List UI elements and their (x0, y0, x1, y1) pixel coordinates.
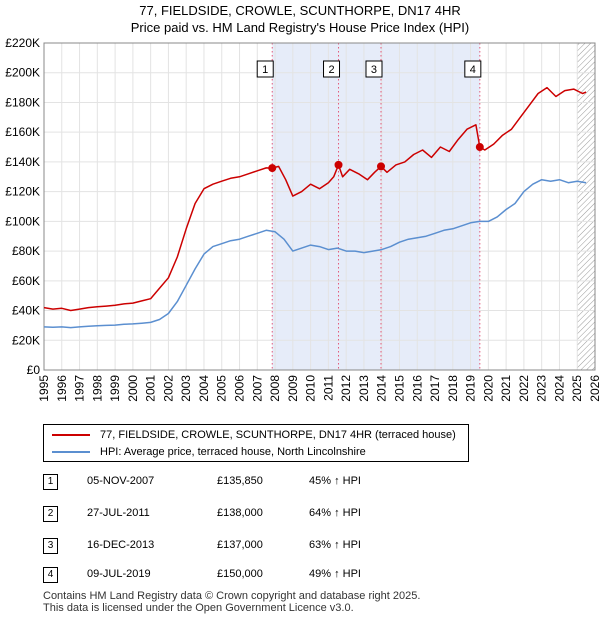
x-tick-label: 2009 (286, 375, 300, 402)
x-tick-label: 1999 (108, 375, 122, 402)
x-tick-label: 2018 (446, 375, 460, 402)
x-tick-label: 2012 (339, 375, 353, 402)
transaction-label: 3 (371, 64, 377, 76)
plot-frame (43, 42, 596, 371)
transaction-marker: 2 (43, 506, 58, 522)
transaction-price: £135,850 (217, 475, 263, 487)
transaction-label: 4 (470, 64, 476, 76)
legend-swatch-price (52, 434, 90, 436)
x-tick-label: 2002 (161, 375, 175, 402)
legend-label-hpi: HPI: Average price, terraced house, Nort… (100, 446, 366, 458)
transaction-date: 05-NOV-2007 (87, 475, 155, 487)
x-tick-label: 1995 (37, 375, 51, 402)
y-tick-label: £120K (5, 185, 40, 199)
x-tick-label: 2015 (392, 375, 406, 402)
chart-title: 77, FIELDSIDE, CROWLE, SCUNTHORPE, DN17 … (139, 3, 461, 18)
x-tick-label: 2005 (215, 375, 229, 402)
transaction-label-box (464, 60, 482, 78)
footer-copyright: Contains HM Land Registry data © Crown c… (43, 590, 421, 602)
transaction-label-box (365, 60, 383, 78)
x-tick-label: 2017 (428, 375, 442, 402)
ownership-shade (272, 43, 339, 370)
table-row: 1 05-NOV-2007 £135,850 45% ↑ HPI (43, 474, 463, 492)
x-tick-label: 2014 (375, 375, 389, 402)
y-tick-label: £160K (5, 125, 40, 139)
transaction-hpi-change: 49% ↑ HPI (309, 568, 361, 580)
sale-point (268, 164, 277, 173)
y-tick-label: £180K (5, 95, 40, 109)
transaction-label-box (256, 60, 274, 78)
transaction-hpi-change: 63% ↑ HPI (309, 539, 361, 551)
x-tick-label: 2024 (552, 375, 566, 402)
table-row: 4 09-JUL-2019 £150,000 49% ↑ HPI (43, 567, 463, 585)
transaction-price: £137,000 (217, 539, 263, 551)
x-tick-label: 2026 (588, 375, 600, 402)
x-tick-label: 2022 (517, 375, 531, 402)
transaction-date: 27-JUL-2011 (87, 507, 150, 519)
transaction-date: 16-DEC-2013 (87, 539, 155, 551)
x-tick-label: 2003 (179, 375, 193, 402)
sale-point (475, 143, 484, 152)
transaction-label: 1 (262, 64, 268, 76)
transaction-date: 09-JUL-2019 (87, 568, 151, 580)
ownership-shade (380, 43, 480, 370)
x-tick-label: 2020 (481, 375, 495, 402)
y-tick-label: £200K (5, 66, 40, 80)
transaction-marker: 1 (43, 474, 58, 490)
x-tick-label: 2008 (268, 375, 282, 402)
x-tick-label: 2004 (197, 375, 211, 402)
sale-point (334, 160, 343, 169)
chart-subtitle: Price paid vs. HM Land Registry's House … (130, 20, 470, 35)
x-tick-label: 2000 (126, 375, 140, 402)
footer-licence: This data is licensed under the Open Gov… (43, 602, 354, 614)
table-row: 3 16-DEC-2013 £137,000 63% ↑ HPI (43, 538, 463, 556)
hpi-line (43, 178, 587, 329)
y-tick-label: £20K (12, 333, 40, 347)
x-tick-label: 1996 (55, 375, 69, 402)
y-tick-label: £220K (5, 36, 40, 50)
x-tick-label: 1998 (90, 375, 104, 402)
x-tick-label: 2007 (250, 375, 264, 402)
x-tick-label: 1997 (73, 375, 87, 402)
x-tick-label: 2011 (321, 375, 335, 401)
legend: 77, FIELDSIDE, CROWLE, SCUNTHORPE, DN17 … (43, 424, 469, 462)
transaction-price: £138,000 (217, 507, 263, 519)
transaction-label-box (323, 60, 341, 78)
y-tick-label: £40K (12, 304, 40, 318)
transaction-hpi-change: 45% ↑ HPI (309, 475, 361, 487)
x-tick-label: 2019 (464, 375, 478, 402)
legend-swatch-hpi (52, 451, 90, 453)
legend-item-price: 77, FIELDSIDE, CROWLE, SCUNTHORPE, DN17 … (44, 427, 456, 443)
transaction-price: £150,000 (217, 568, 263, 580)
y-tick-label: £60K (12, 274, 40, 288)
x-tick-label: 2010 (304, 375, 318, 402)
x-tick-label: 2013 (357, 375, 371, 402)
ownership-shade (338, 43, 381, 370)
x-tick-label: 2023 (535, 375, 549, 402)
x-tick-label: 2001 (144, 375, 158, 402)
price-paid-line (43, 86, 587, 312)
table-row: 2 27-JUL-2011 £138,000 64% ↑ HPI (43, 506, 463, 524)
transaction-marker: 3 (43, 538, 58, 554)
legend-label-price: 77, FIELDSIDE, CROWLE, SCUNTHORPE, DN17 … (100, 429, 456, 441)
x-tick-label: 2016 (410, 375, 424, 402)
transaction-hpi-change: 64% ↑ HPI (309, 507, 361, 519)
future-hatch (577, 43, 595, 370)
price-chart: £0 £20K £40K £60K £80K £100K £120K £140K £160K £1… (5, 36, 600, 402)
transaction-label: 2 (328, 64, 334, 76)
legend-item-hpi: HPI: Average price, terraced house, Nort… (44, 444, 366, 460)
x-tick-label: 2006 (233, 375, 247, 402)
y-tick-label: £100K (5, 214, 40, 228)
y-tick-label: £80K (12, 244, 40, 258)
x-tick-label: 2025 (570, 375, 584, 402)
y-tick-label: £140K (5, 155, 40, 169)
x-tick-label: 2021 (499, 375, 513, 402)
y-tick-label: £0 (27, 363, 41, 377)
sale-point (376, 162, 385, 171)
transaction-marker: 4 (43, 567, 58, 583)
